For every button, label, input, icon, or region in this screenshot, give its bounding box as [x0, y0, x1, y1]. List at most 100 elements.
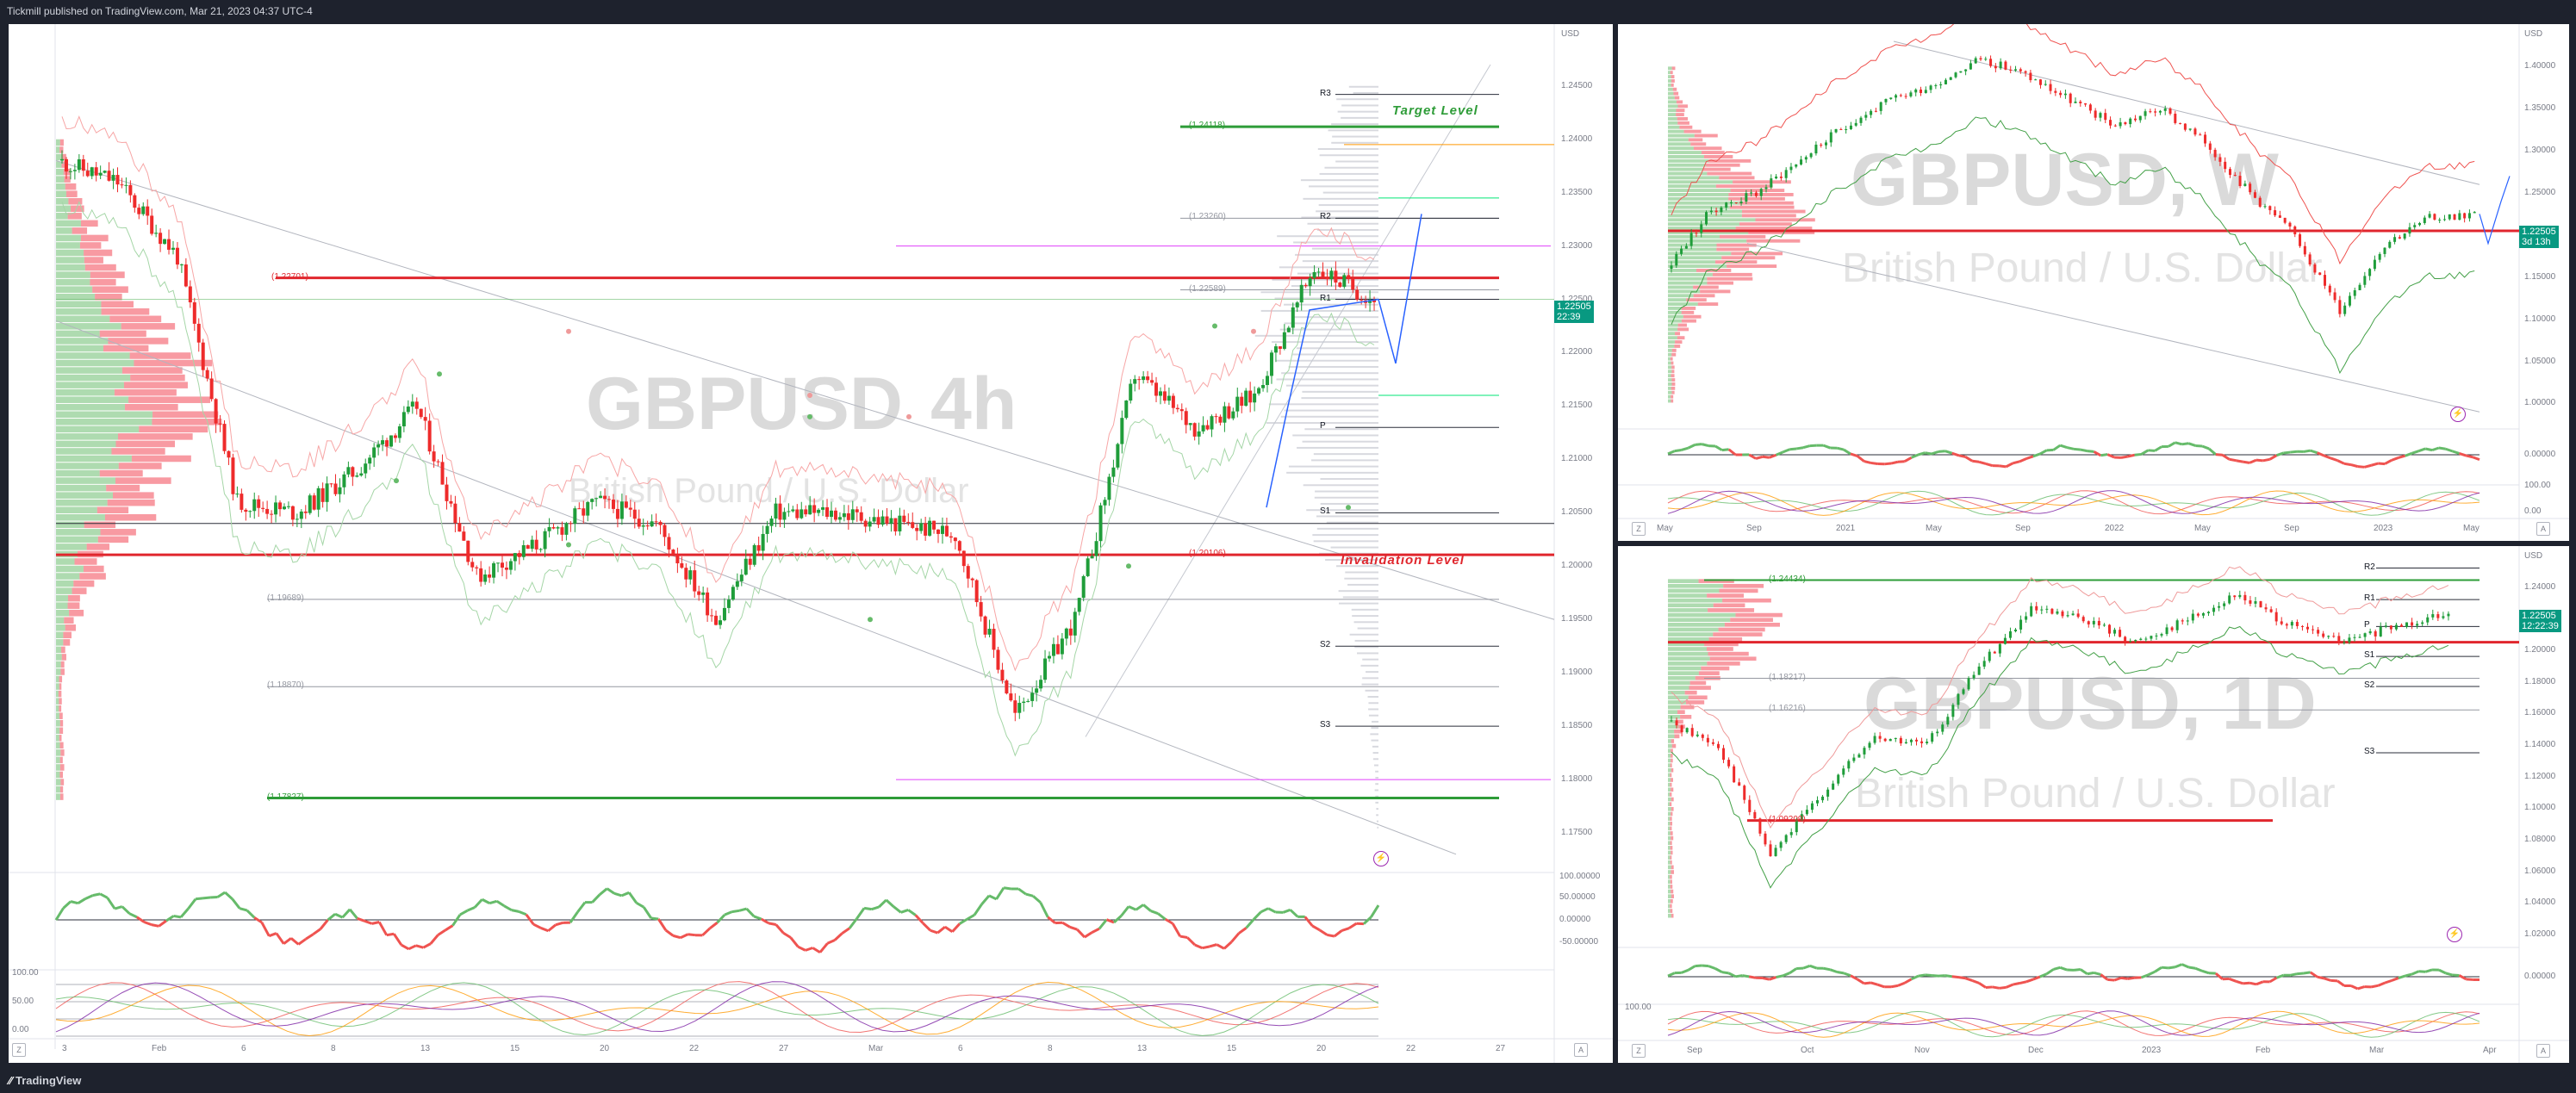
chart-canvas-daily[interactable] [1618, 546, 2569, 1063]
oscillator-line [1186, 936, 1196, 947]
volume-profile-down [59, 756, 63, 764]
candle-body [1055, 643, 1060, 655]
chart-canvas-4h[interactable] [9, 24, 1613, 1063]
volume-profile-right [1366, 671, 1378, 674]
candle-body [2353, 637, 2356, 638]
volume-profile-down [1708, 158, 1752, 163]
candle-body [1870, 110, 1873, 115]
lightning-icon[interactable]: ⚡ [2450, 407, 2466, 422]
candle-body [2278, 215, 2281, 218]
oscillator-line [459, 909, 469, 916]
volume-profile-down [59, 735, 62, 742]
oscillator-line [1216, 943, 1225, 950]
volume-profile-right [1313, 453, 1378, 456]
osc-tick: 0.00 [2524, 506, 2542, 516]
oscillator-line [2350, 463, 2359, 469]
candle-body [2317, 630, 2320, 634]
oscillator-line [2357, 465, 2365, 469]
candle-body [1874, 110, 1877, 112]
candle-body [1784, 170, 1788, 178]
candle-body [290, 506, 295, 520]
description-watermark: British Pound / U.S. Dollar [569, 472, 969, 510]
volume-profile-down [67, 213, 82, 220]
tradingview-logo[interactable]: ⁄⁄ TradingView [9, 1074, 82, 1087]
oscillator-line [2147, 970, 2156, 977]
volume-profile-up [1668, 256, 1722, 260]
volume-profile-up [1668, 651, 1708, 656]
price-scale[interactable]: 1.24500 1.24000 1.23500 1.23000 1.22500 1.220… [1558, 24, 1609, 868]
oscillator-line [451, 914, 462, 927]
oscillator-line [1897, 981, 1906, 987]
timezone-button[interactable]: Z [12, 1043, 26, 1057]
price-tick: 1.18000 [1561, 774, 1593, 785]
volume-profile-down [1683, 129, 1702, 134]
chart-panel-daily[interactable]: GBPUSD, 1D British Pound / U.S. Dollar U… [1618, 546, 2569, 1063]
price-scale[interactable]: 1.240001.220001.200001.180001.160001.140… [2521, 546, 2569, 951]
osc-tick: -50.00000 [1559, 937, 1599, 947]
volume-profile-up [56, 315, 110, 323]
channel-line [1893, 40, 2480, 185]
oscillator-line [2303, 971, 2311, 975]
lightning-icon[interactable]: ⚡ [2447, 927, 2462, 942]
volume-profile-down [1670, 71, 1673, 75]
candle-body [1325, 276, 1329, 280]
auto-scale-button[interactable]: A [2536, 522, 2550, 536]
brand-name: TradingView [15, 1074, 82, 1087]
volume-profile-down [1707, 171, 1752, 176]
oscillator-line [1971, 979, 1980, 984]
candle-body [1829, 132, 1832, 143]
volume-profile-right [1354, 639, 1378, 642]
candle-body [175, 247, 179, 265]
candle-body [2398, 237, 2401, 239]
oscillator-line [2005, 462, 2014, 469]
candle-body [2087, 621, 2090, 624]
volume-profile-down [111, 448, 165, 455]
timezone-button[interactable]: Z [1632, 1044, 1646, 1058]
price-tick: 1.20000 [1561, 561, 1593, 571]
candle-body [2268, 206, 2272, 211]
volume-profile-down [1670, 817, 1672, 821]
volume-profile-right [1281, 372, 1378, 375]
volume-profile-right [1352, 615, 1378, 618]
level-label: (1.17827) [267, 792, 304, 802]
time-tick: 2023 [2374, 524, 2393, 533]
candle-body [2338, 300, 2342, 314]
volume-profile-right [1254, 334, 1378, 337]
volume-profile-down [109, 315, 162, 323]
oscillator-line [1864, 460, 1871, 464]
oscillator-line [1727, 972, 1737, 978]
volume-profile-up [1668, 180, 1733, 184]
volume-profile-down [1670, 782, 1672, 787]
volume-profile-down [1722, 598, 1771, 603]
candle-body [1779, 177, 1783, 178]
volume-profile-right [1335, 160, 1378, 163]
auto-scale-button[interactable]: A [2536, 1044, 2550, 1058]
candle-body [265, 508, 270, 514]
price-tick: 1.20000 [2524, 644, 2556, 655]
candle-body [1043, 658, 1048, 680]
volume-profile-down [1671, 894, 1674, 898]
candle-body [1675, 253, 1678, 266]
psar-dot [807, 393, 812, 399]
candle-body [1764, 833, 1767, 845]
volume-profile-down [1671, 378, 1676, 382]
oscillator-line [1333, 929, 1343, 938]
lightning-icon[interactable]: ⚡ [1373, 851, 1389, 866]
volume-profile-up [56, 301, 102, 308]
candle-body [2293, 226, 2297, 235]
candle-body [710, 615, 714, 617]
price-tick: 1.22500 [1561, 294, 1593, 304]
oscillator-line [627, 891, 638, 904]
chart-panel-weekly[interactable]: GBPUSD, W British Pound / U.S. Dollar US… [1618, 24, 2569, 541]
timezone-button[interactable]: Z [1632, 522, 1646, 536]
volume-profile-right [1376, 814, 1378, 817]
volume-profile-down [1719, 588, 1758, 593]
candle-body [1939, 84, 1943, 86]
volume-profile-down [59, 719, 64, 727]
chart-canvas-weekly[interactable] [1618, 24, 2569, 541]
volume-profile-down [115, 440, 176, 448]
volume-profile-down [1670, 846, 1673, 850]
chart-panel-4h[interactable]: GBPUSD 4h British Pound / U.S. Dollar US… [9, 24, 1613, 1063]
oscillator-line [386, 932, 395, 937]
auto-scale-button[interactable]: A [1574, 1043, 1588, 1057]
